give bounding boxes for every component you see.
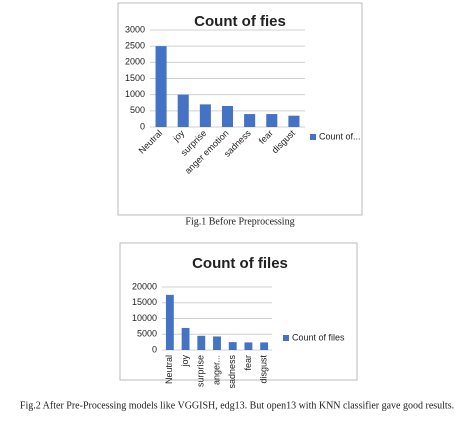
y-tick-label: 2000 — [125, 57, 145, 67]
x-tick-label: fear — [243, 355, 253, 371]
bar — [165, 294, 174, 350]
y-tick-label: 5000 — [137, 329, 157, 339]
y-tick-label: 10000 — [132, 313, 157, 323]
bar — [244, 342, 253, 350]
bar — [155, 46, 167, 127]
bar — [221, 105, 234, 127]
legend-label: Count of files — [292, 332, 345, 342]
bar — [266, 114, 278, 127]
y-tick-label: 3000 — [125, 24, 145, 34]
legend-swatch — [310, 134, 316, 140]
y-tick-label: 500 — [130, 105, 145, 115]
bar — [260, 342, 269, 350]
bar — [244, 114, 256, 127]
bar — [199, 104, 211, 127]
x-tick-label: sadness — [227, 355, 237, 389]
x-tick-label: Neutral — [164, 355, 174, 384]
y-tick-label: 20000 — [132, 281, 157, 291]
x-tick-label: surprise — [196, 355, 206, 387]
legend-swatch — [283, 335, 289, 341]
chart-title: Count of files — [192, 255, 288, 272]
chart-frame — [119, 242, 358, 381]
y-tick-label: 1500 — [125, 73, 145, 83]
chart-title: Count of fies — [194, 13, 286, 30]
bar — [197, 335, 206, 350]
x-tick-label: anger... — [211, 355, 221, 385]
y-tick-label: 1000 — [125, 89, 145, 99]
caption: Fig.1 Before Preprocessing — [185, 216, 294, 227]
x-tick-label: disgust — [259, 355, 269, 384]
y-tick-label: 15000 — [132, 297, 157, 307]
x-tick-label: joy — [180, 355, 190, 368]
bar — [213, 336, 221, 350]
bar — [181, 327, 190, 350]
y-tick-label: 0 — [152, 344, 157, 354]
y-tick-label: 2500 — [125, 41, 145, 51]
bar — [177, 94, 189, 127]
legend-label: Count of... — [319, 131, 361, 141]
y-tick-label: 0 — [140, 121, 145, 131]
caption: Fig.2 After Pre-Processing models like V… — [20, 400, 454, 411]
bar — [228, 342, 237, 350]
chart-frame — [117, 2, 363, 216]
bar — [288, 115, 300, 127]
